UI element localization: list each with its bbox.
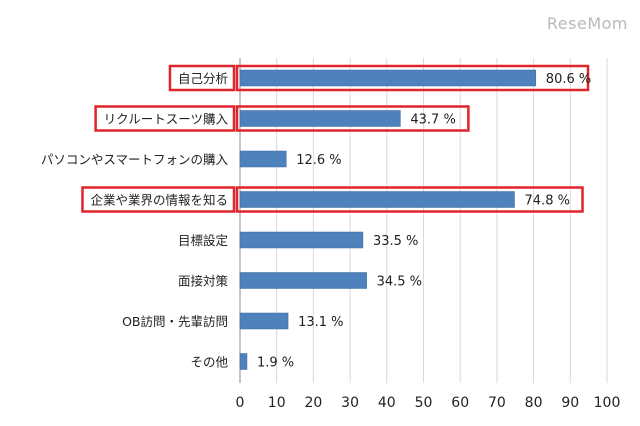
x-tick-label: 80 <box>525 395 543 411</box>
highlight-boxes <box>81 64 590 213</box>
value-labels: 80.6 % 43.7 % 12.6 % 74.8 % 33.5 % 34.5 % 13.1… <box>257 72 591 371</box>
highlight-box-label <box>81 186 236 213</box>
value-label: 34.5 % <box>377 275 422 290</box>
x-tick-label: 20 <box>304 395 322 411</box>
bar <box>239 272 367 289</box>
highlight-box-bar <box>235 64 590 92</box>
category-label: 目標設定 <box>178 233 228 248</box>
highlight-box-label <box>168 64 236 92</box>
bar <box>239 110 401 127</box>
bar <box>239 150 287 168</box>
x-tick-label: 100 <box>594 395 621 411</box>
category-label: OB訪問・先輩訪問 <box>122 314 228 329</box>
x-tick-label: 50 <box>415 395 433 411</box>
bar <box>239 353 248 370</box>
value-label: 1.9 % <box>257 356 294 371</box>
category-label: その他 <box>190 355 228 370</box>
value-label: 12.6 % <box>296 153 341 168</box>
bar <box>239 312 289 330</box>
bar <box>239 69 537 87</box>
x-tick-label: 0 <box>236 395 245 411</box>
bar <box>239 231 364 249</box>
watermark-logo: ReseMom <box>546 14 628 33</box>
value-label: 43.7 % <box>410 113 455 128</box>
x-tick-label: 40 <box>378 395 396 411</box>
value-label: 80.6 % <box>546 72 591 87</box>
highlight-box-bar <box>235 186 584 213</box>
value-label: 13.1 % <box>298 315 343 330</box>
bar <box>239 191 515 208</box>
category-label: 自己分析 <box>178 71 228 86</box>
highlight-box-bar <box>235 105 470 132</box>
x-tick-label: 90 <box>561 395 579 411</box>
category-label: リクルートスーツ購入 <box>104 112 229 127</box>
category-label: パソコンやスマートフォンの購入 <box>41 152 229 167</box>
value-label: 74.8 % <box>525 194 570 209</box>
x-tick-label: 10 <box>268 395 286 411</box>
highlight-box-label <box>94 105 236 132</box>
x-tick-label: 30 <box>341 395 359 411</box>
category-label: 企業や業界の情報を知る <box>90 193 228 208</box>
category-label: 面接対策 <box>178 274 229 289</box>
bars <box>239 69 537 370</box>
value-label: 33.5 % <box>373 234 418 249</box>
category-labels: 自己分析リクルートスーツ購入パソコンやスマートフォンの購入企業や業界の情報を知る… <box>41 71 229 370</box>
x-tick-label: 60 <box>451 395 469 411</box>
x-tick-label: 70 <box>488 395 506 411</box>
x-axis-tick-labels: 0 10 20 30 40 50 60 70 80 90 100 <box>236 395 621 411</box>
